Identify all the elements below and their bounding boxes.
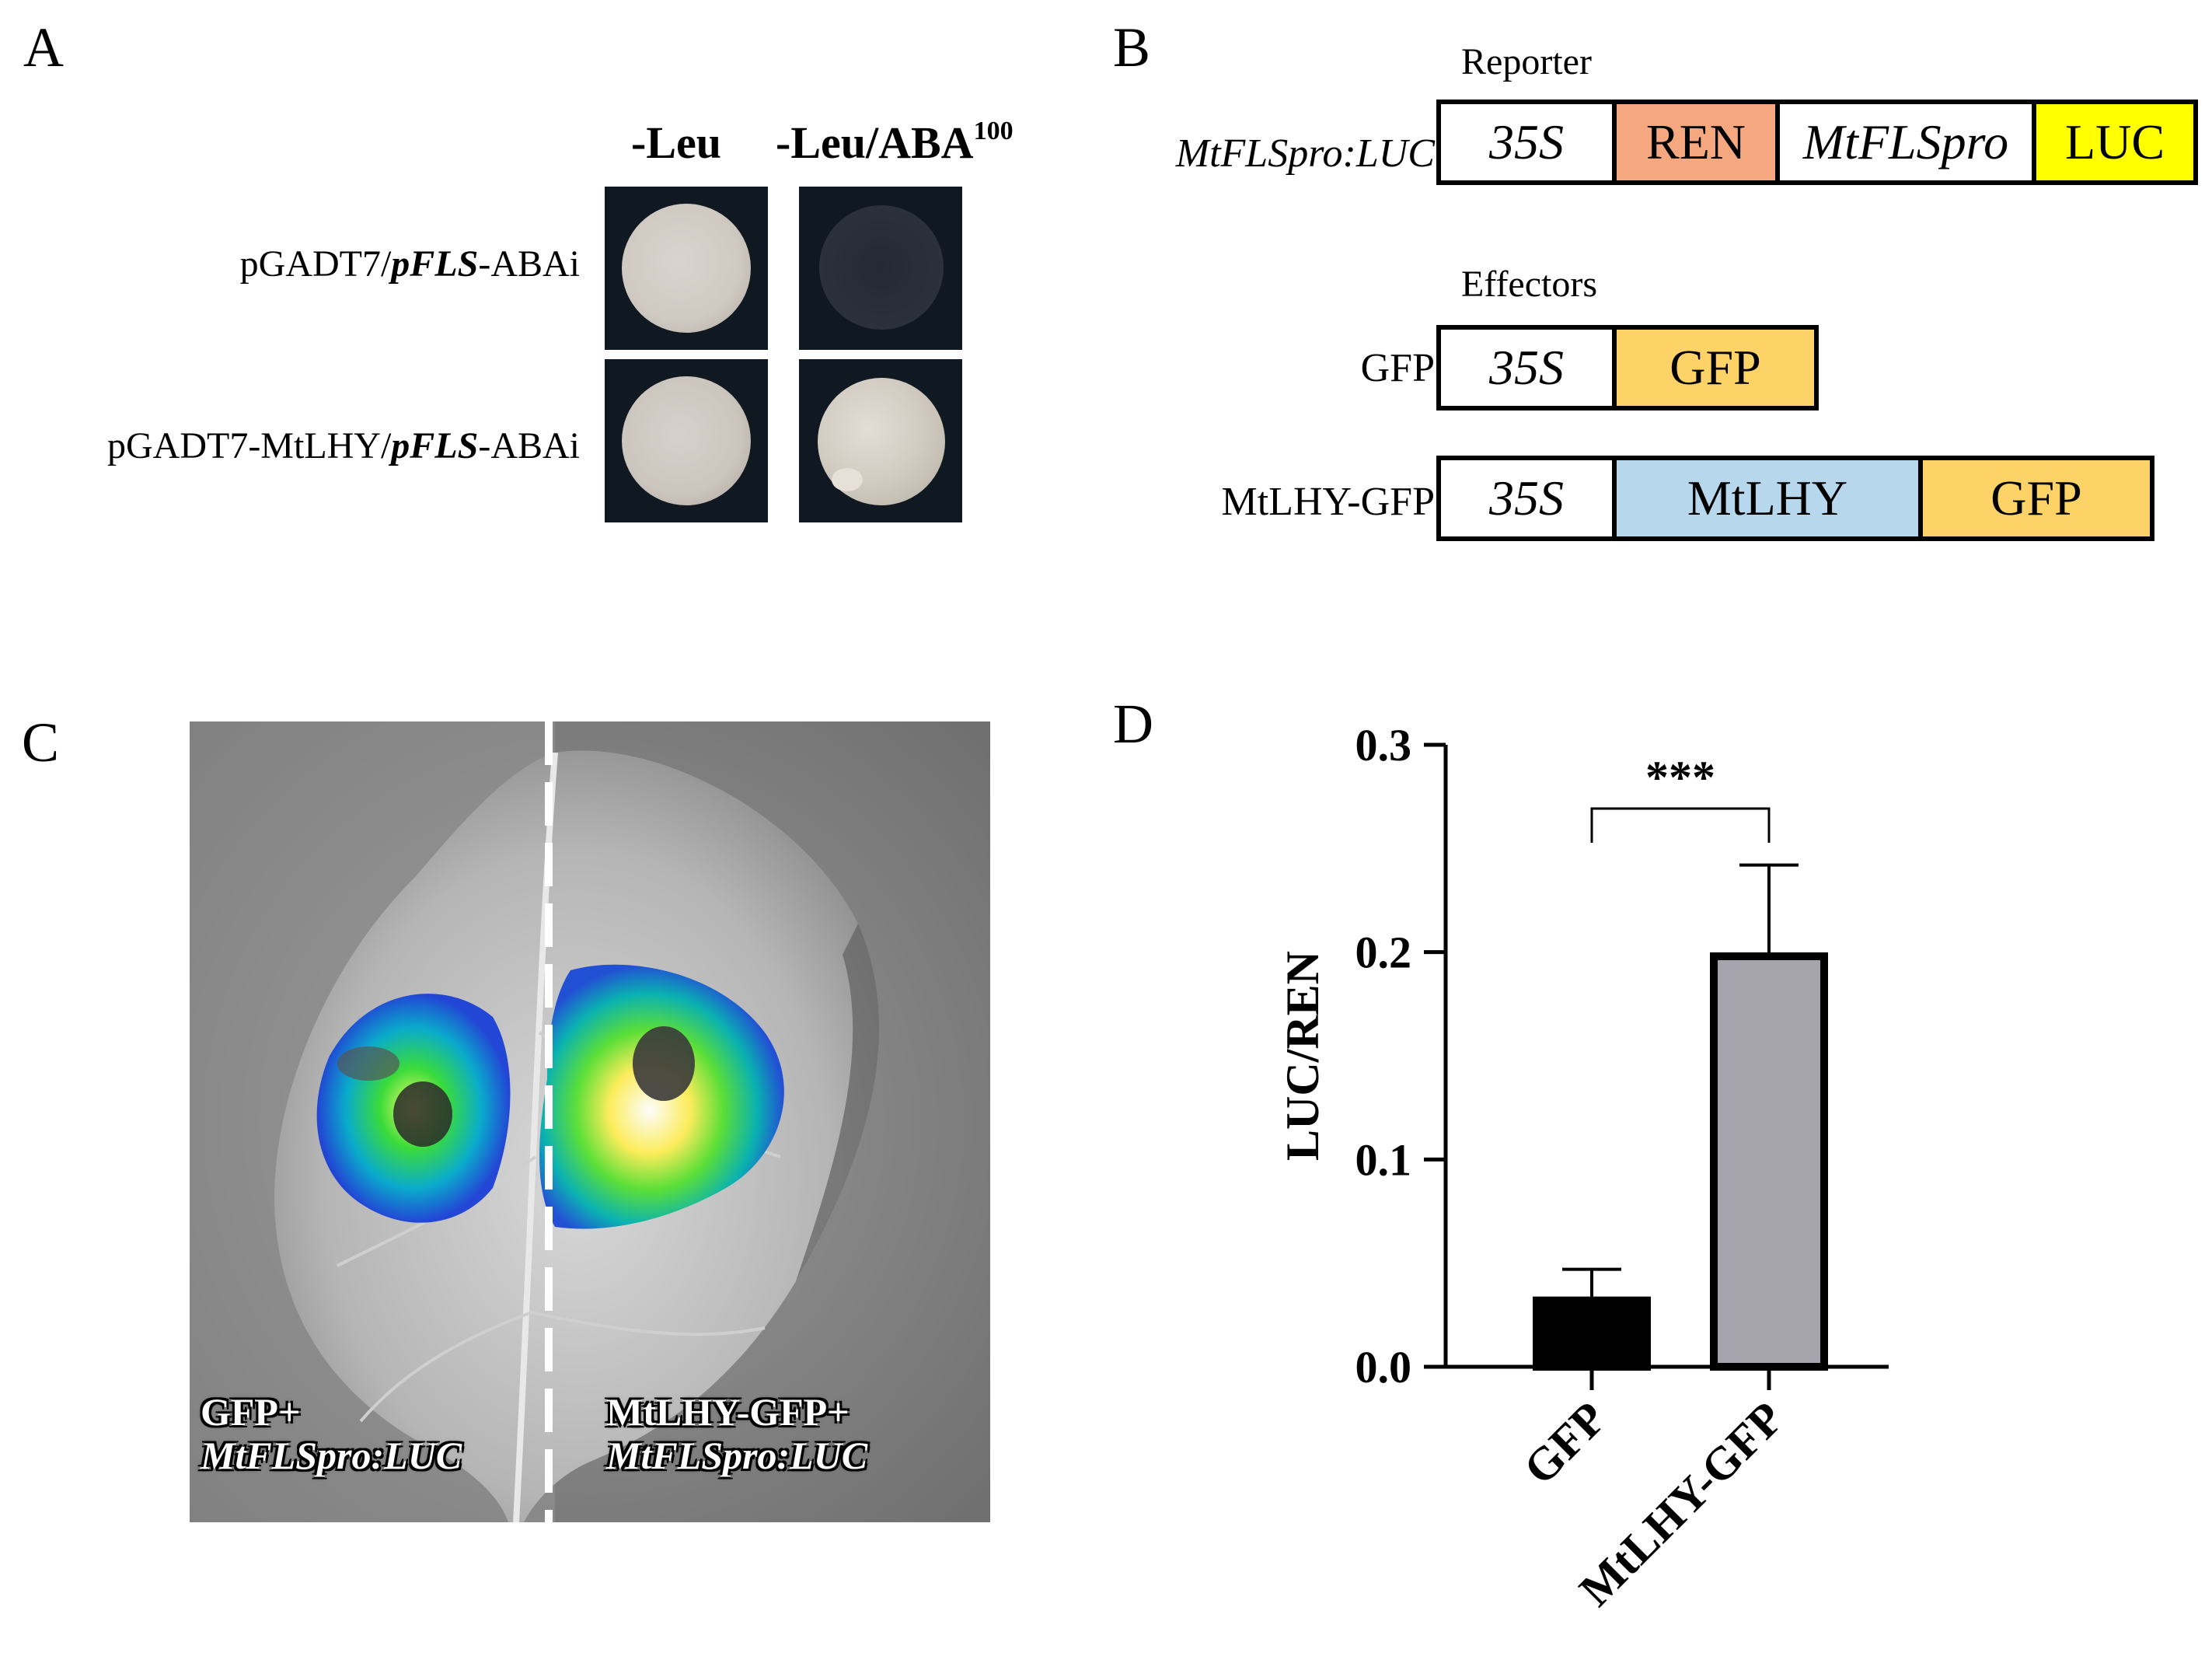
reporter-header: Reporter <box>1461 41 1592 82</box>
yeast-plate-r2-leu <box>605 359 768 522</box>
y-tick-label: 0.2 <box>1355 928 1412 978</box>
right-leaf-caption: MtLHY-GFP+ MtFLSpro:LUC <box>606 1390 867 1477</box>
right-caption-line1: MtLHY-GFP+ <box>606 1390 850 1434</box>
row2-suffix: -ABAi <box>478 425 580 466</box>
panel-a-letter: A <box>23 16 64 79</box>
row1-italic: pFLS <box>391 243 479 285</box>
row1-suffix: -ABAi <box>478 243 580 285</box>
row2-prefix: pGADT7-MtLHY/ <box>107 425 392 466</box>
yeast-plate-r1-leu <box>605 187 768 350</box>
effector-mtlhy-construct: 35S MtLHY GFP <box>1436 456 2154 541</box>
effector-gfp-label: GFP <box>1360 346 1435 390</box>
reporter-construct: 35S REN MtFLSpro LUC <box>1436 100 2198 185</box>
segment-35s: 35S <box>1489 470 1564 526</box>
segment-gfp: GFP <box>1918 460 2150 536</box>
yeast-plate-r1-aba <box>799 187 962 350</box>
row-label-empty-vector: pGADT7/pFLS-ABAi <box>240 243 580 285</box>
bar-gfp <box>1533 1296 1651 1371</box>
yeast-plate-r2-aba <box>799 359 962 522</box>
segment-mtflspro: MtFLSpro <box>1775 104 2032 180</box>
column-header-leu-aba: -Leu/ABA100 <box>776 117 1014 169</box>
panel-b-letter: B <box>1113 16 1151 79</box>
bar-mtlhy-gfp <box>1710 952 1828 1371</box>
effector-gfp-construct: 35S GFP <box>1436 325 1819 411</box>
left-caption-line1: GFP+ <box>201 1390 301 1434</box>
leaf-illustration <box>190 721 990 1522</box>
panel-d-letter: D <box>1113 693 1153 755</box>
significance-bracket <box>1590 807 1771 843</box>
reporter-label: MtFLSpro:LUC <box>1175 131 1435 176</box>
segment-mtlhy: MtLHY <box>1612 460 1918 536</box>
segment-ren: REN <box>1612 104 1775 180</box>
y-tick-label: 0.1 <box>1355 1134 1412 1185</box>
segment-luc: LUC <box>2032 104 2193 180</box>
column-header-superscript: 100 <box>973 117 1014 145</box>
segment-35s: 35S <box>1489 340 1564 395</box>
segment-35s: 35S <box>1489 114 1564 169</box>
panel-c-letter: C <box>22 711 60 774</box>
y-axis-label: LUC/REN <box>1277 951 1328 1161</box>
left-leaf-caption: GFP+ MtFLSpro:LUC <box>201 1390 462 1477</box>
y-tick-label: 0.3 <box>1355 720 1412 770</box>
y-tick-label: 0.0 <box>1355 1342 1412 1392</box>
x-tick-label: GFP <box>1514 1392 1617 1495</box>
leaf-luminescence-image: GFP+ MtFLSpro:LUC MtLHY-GFP+ MtFLSpro:LU… <box>190 721 990 1522</box>
row2-italic: pFLS <box>391 425 479 466</box>
segment-gfp: GFP <box>1612 330 1814 406</box>
row1-prefix: pGADT7/ <box>239 243 392 285</box>
effector-mtlhy-label: MtLHY-GFP <box>1221 480 1436 524</box>
left-caption-line2: MtFLSpro:LUC <box>201 1434 462 1477</box>
effectors-header: Effectors <box>1461 264 1598 305</box>
right-caption-line2: MtFLSpro:LUC <box>606 1434 868 1477</box>
column-header-leu-aba-text: -Leu/ABA <box>776 117 974 168</box>
column-header-leu: -Leu <box>631 117 721 168</box>
significance-label: *** <box>1645 752 1715 803</box>
row-label-mtlhy: pGADT7-MtLHY/pFLS-ABAi <box>107 424 580 467</box>
